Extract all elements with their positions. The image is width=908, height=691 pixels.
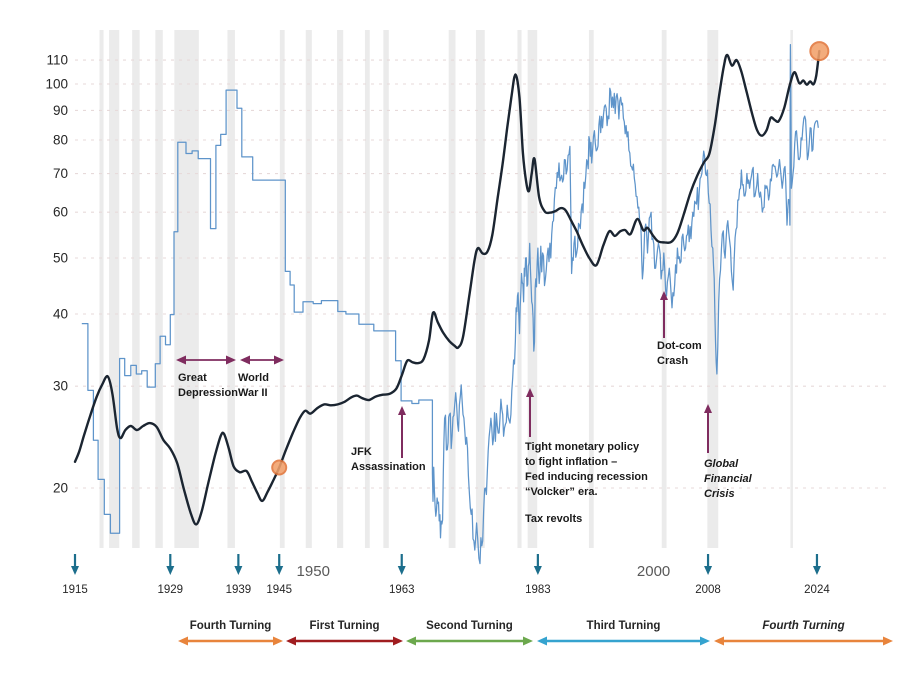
turning-arrow-4-left-head [714, 636, 724, 646]
turning-label-0: Fourth Turning [190, 620, 272, 632]
y-axis-label-90: 90 [53, 103, 68, 118]
recession-band [279, 30, 285, 548]
year-label-1963: 1963 [389, 584, 415, 596]
y-axis-label-30: 30 [53, 379, 68, 394]
gfc-label-line: Financial [704, 473, 753, 485]
event-tick-1939-head [234, 566, 243, 575]
recession-band [707, 30, 719, 548]
turning-arrow-4-right-head [883, 636, 893, 646]
event-tick-2024-head [812, 566, 821, 575]
turning-arrow-1-right-head [393, 636, 403, 646]
recession-band [155, 30, 163, 548]
recession-band [99, 30, 104, 548]
jfk-arrow-head [398, 406, 406, 415]
recession-band [364, 30, 370, 548]
turning-label-2: Second Turning [426, 620, 513, 632]
year-label-1915: 1915 [62, 584, 88, 596]
turning-label-1: First Turning [309, 620, 379, 632]
great-depression-span-arrow-right-head [226, 355, 236, 365]
y-axis-label-60: 60 [53, 205, 68, 220]
year-label-2024: 2024 [804, 584, 830, 596]
turning-arrow-0-right-head [273, 636, 283, 646]
dotcom-arrow-head [660, 291, 668, 300]
world-war-2-label-line: World [238, 372, 269, 384]
gfc-label-line: Crisis [704, 488, 735, 500]
dotcom-label-line: Crash [657, 355, 688, 367]
recession-band [661, 30, 667, 548]
volcker-label-line: “Volcker” era. [525, 486, 598, 498]
y-axis-label-40: 40 [53, 307, 68, 322]
recession-band [448, 30, 456, 548]
volcker-arrow-head [526, 388, 534, 397]
recession-band [227, 30, 235, 548]
tax-revolts-label-line: Tax revolts [525, 513, 582, 525]
event-tick-1915-head [71, 566, 79, 575]
recession-band [109, 30, 120, 548]
volcker-label-line: Fed inducing recession [525, 471, 648, 483]
turning-arrow-3-right-head [700, 636, 710, 646]
jfk-label-line: JFK [351, 446, 372, 458]
year-label-2008: 2008 [695, 584, 721, 596]
gfc-arrow-head [704, 404, 712, 413]
turning-arrow-3-left-head [537, 636, 547, 646]
recession-band [132, 30, 140, 548]
recession-band [475, 30, 485, 548]
recession-band [527, 30, 538, 548]
recession-band [790, 30, 793, 548]
recession-band [305, 30, 312, 548]
major-year-label-1950: 1950 [297, 563, 330, 580]
major-year-label-2000: 2000 [637, 563, 670, 580]
event-tick-1929-head [166, 566, 175, 575]
turning-label-3: Third Turning [587, 620, 661, 632]
jfk-label-line: Assassination [351, 461, 426, 473]
blue-series-line [81, 43, 819, 565]
volcker-label-line: Tight monetary policy [525, 441, 640, 453]
turning-arrow-0-left-head [178, 636, 188, 646]
recession-band [337, 30, 344, 548]
world-war-2-label-line: War II [238, 387, 268, 399]
recession-band [383, 30, 389, 548]
turning-arrow-2-left-head [406, 636, 416, 646]
turning-arrow-1-left-head [286, 636, 296, 646]
year-label-1929: 1929 [158, 584, 184, 596]
event-tick-2008-head [704, 566, 713, 575]
recession-band [588, 30, 594, 548]
world-war-2-span-arrow-left-head [240, 355, 250, 365]
year-label-1945: 1945 [266, 584, 292, 596]
world-war-2-span-arrow-right-head [274, 355, 284, 365]
recession-band [517, 30, 522, 548]
y-axis-label-80: 80 [53, 133, 68, 148]
great-depression-span-arrow-left-head [176, 355, 186, 365]
turning-arrow-2-right-head [523, 636, 533, 646]
year-label-1939: 1939 [226, 584, 252, 596]
event-tick-1983-head [533, 566, 542, 575]
dotcom-label-line: Dot-com [657, 340, 702, 352]
event-tick-1963-head [397, 566, 406, 575]
circle-2024-marker [809, 41, 830, 62]
y-axis-label-100: 100 [45, 76, 68, 91]
circle-1945-marker [271, 459, 288, 476]
recession-band [174, 30, 199, 548]
gfc-label-line: Global [704, 458, 739, 470]
volcker-label-line: to fight inflation – [525, 456, 617, 468]
great-depression-label-line: Depression [178, 387, 238, 399]
y-axis-label-70: 70 [53, 166, 68, 181]
dark-series-line [73, 49, 821, 526]
great-depression-label-line: Great [178, 372, 207, 384]
y-axis-label-50: 50 [53, 250, 68, 265]
year-label-1983: 1983 [525, 584, 551, 596]
event-tick-1945-head [275, 566, 284, 575]
y-axis-label-110: 110 [46, 53, 68, 68]
turning-label-4: Fourth Turning [762, 620, 844, 632]
y-axis-label-20: 20 [53, 481, 68, 496]
